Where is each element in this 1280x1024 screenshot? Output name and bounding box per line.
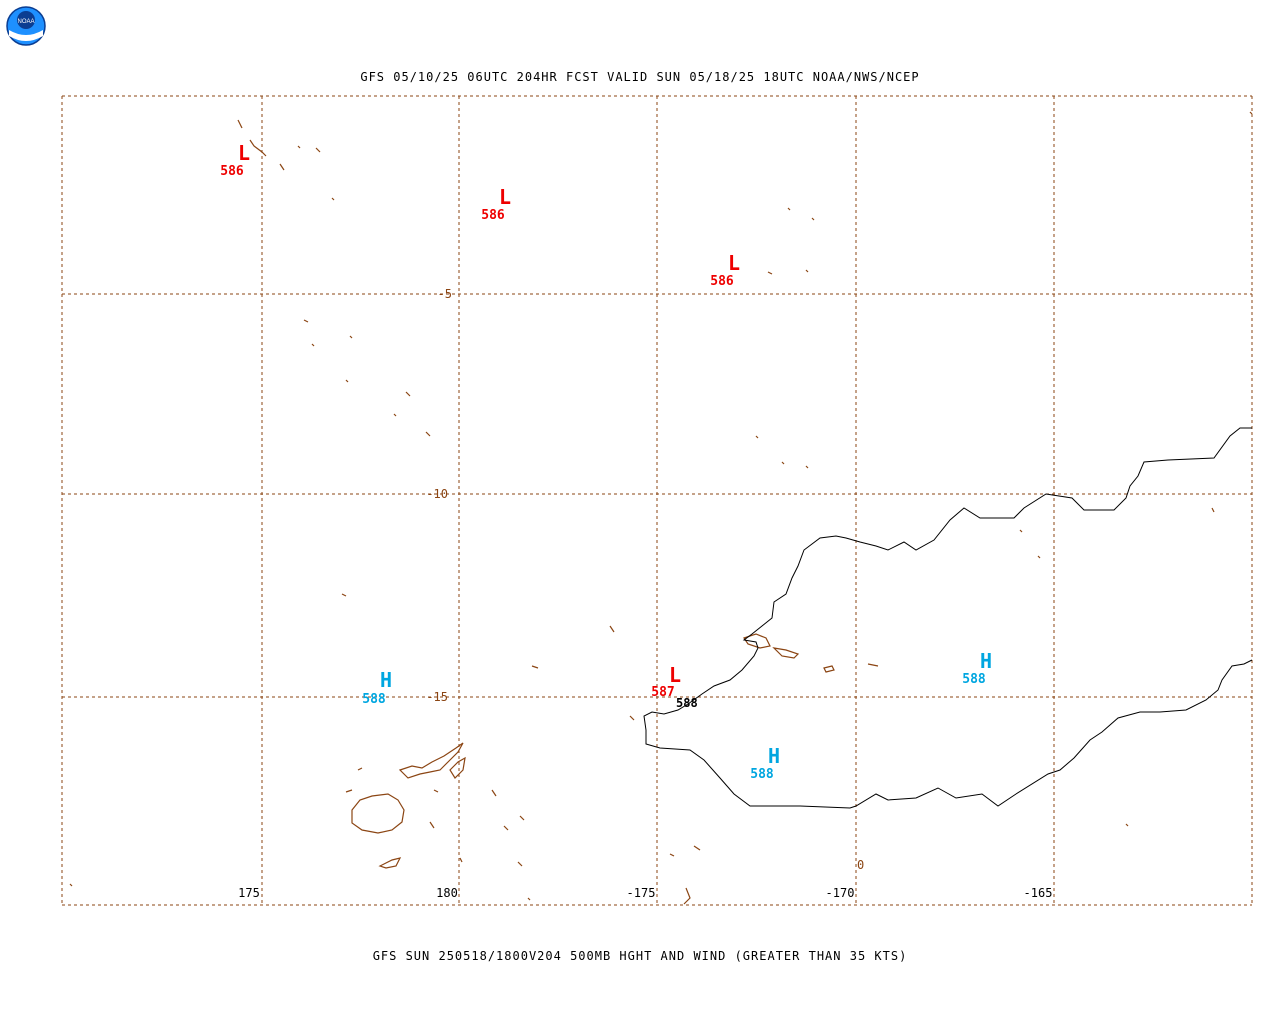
high-center-letter: H xyxy=(768,744,780,768)
stray-map-label: 0 xyxy=(857,858,864,872)
map-title: GFS 05/10/25 06UTC 204HR FCST VALID SUN … xyxy=(360,70,920,84)
low-center-value: 586 xyxy=(710,274,734,289)
lon-label-175: 175 xyxy=(238,886,260,900)
low-center-letter: L xyxy=(238,141,250,165)
noaa-logo-text: NOAA xyxy=(17,19,34,25)
low-center-value: 586 xyxy=(220,164,244,179)
low-center-letter: L xyxy=(728,251,740,275)
high-center-value: 588 xyxy=(750,767,774,782)
low-center-letter: L xyxy=(669,663,681,687)
high-center-value: 588 xyxy=(362,692,386,707)
low-center-value: 586 xyxy=(481,208,505,223)
noaa-logo: NOAA xyxy=(6,6,46,46)
low-center-value: 587 xyxy=(651,685,674,700)
lat-lon-grid xyxy=(61,95,1253,906)
high-center-value: 588 xyxy=(962,672,986,687)
lat-label-minus10: -10 xyxy=(426,487,448,501)
high-center-letter: H xyxy=(980,649,992,673)
map-caption: GFS SUN 250518/1800V204 500MB HGHT AND W… xyxy=(372,949,908,963)
lon-label-180: 180 xyxy=(436,886,458,900)
lat-label-minus15: -15 xyxy=(426,690,448,704)
high-center-letter: H xyxy=(380,668,392,692)
contour-label-588: 588 xyxy=(676,696,698,710)
coastlines xyxy=(69,111,1253,905)
lon-label-minus170: -170 xyxy=(826,886,855,900)
lon-label-minus165: -165 xyxy=(1024,886,1053,900)
lat-label-minus5: -5 xyxy=(438,287,452,301)
low-center-letter: L xyxy=(499,185,511,209)
lon-label-minus175: -175 xyxy=(627,886,656,900)
height-contour-588 xyxy=(643,427,1253,809)
